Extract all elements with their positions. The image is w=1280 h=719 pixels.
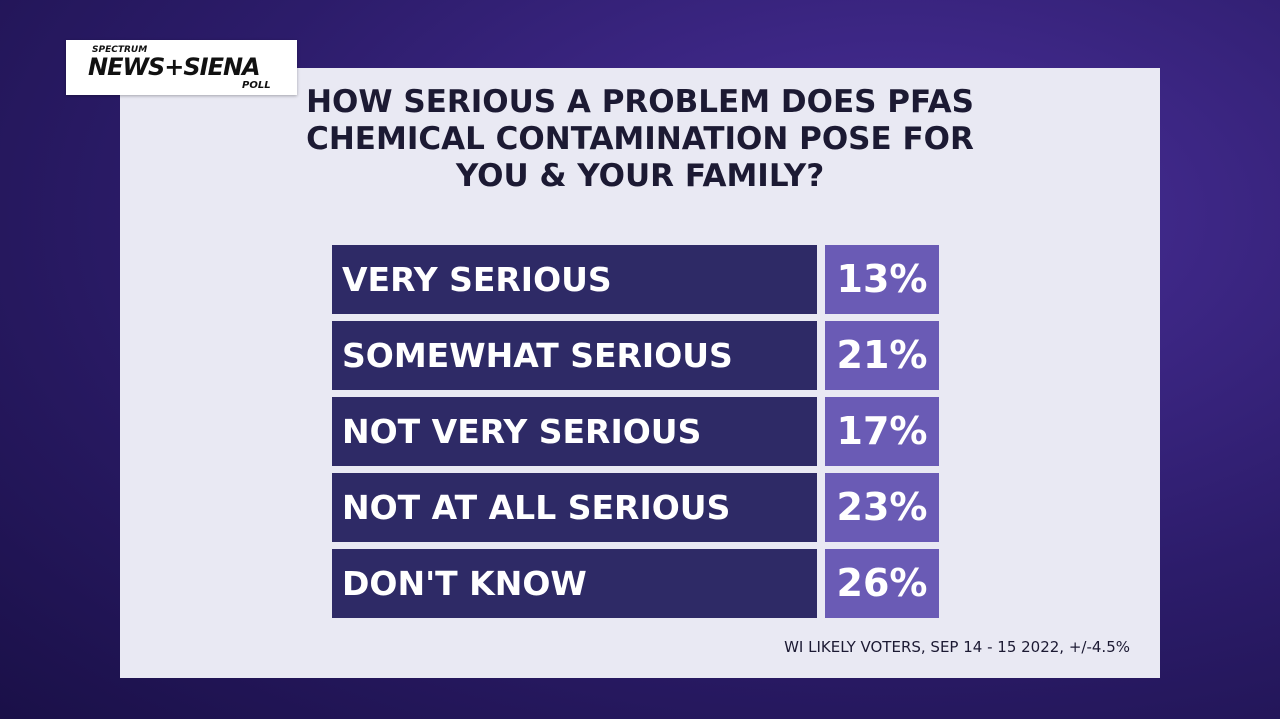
logo-main: NEWS+SIENA [88,53,261,81]
logo-bottom: POLL [242,80,271,91]
row-value: 17% [825,397,939,466]
row-label: VERY SERIOUS [332,245,817,314]
title-line: CHEMICAL CONTAMINATION POSE FOR [306,121,974,157]
row-value: 23% [825,473,939,542]
logo-top: SPECTRUM [92,45,148,55]
row-value: 21% [825,321,939,390]
row-label: SOMEWHAT SERIOUS [332,321,817,390]
title: HOW SERIOUS A PROBLEM DOES PFAS CHEMICAL … [120,84,1160,195]
row-label: NOT VERY SERIOUS [332,397,817,466]
row-value: 26% [825,549,939,618]
row-label: DON'T KNOW [332,549,817,618]
row-label: NOT AT ALL SERIOUS [332,473,817,542]
title-line: HOW SERIOUS A PROBLEM DOES PFAS [306,84,974,120]
footnote: WI LIKELY VOTERS, SEP 14 - 15 2022, +/-4… [784,638,1130,656]
row-value: 13% [825,245,939,314]
logo: SPECTRUM NEWS+SIENA POLL [66,40,297,95]
title-line: YOU & YOUR FAMILY? [455,158,825,194]
